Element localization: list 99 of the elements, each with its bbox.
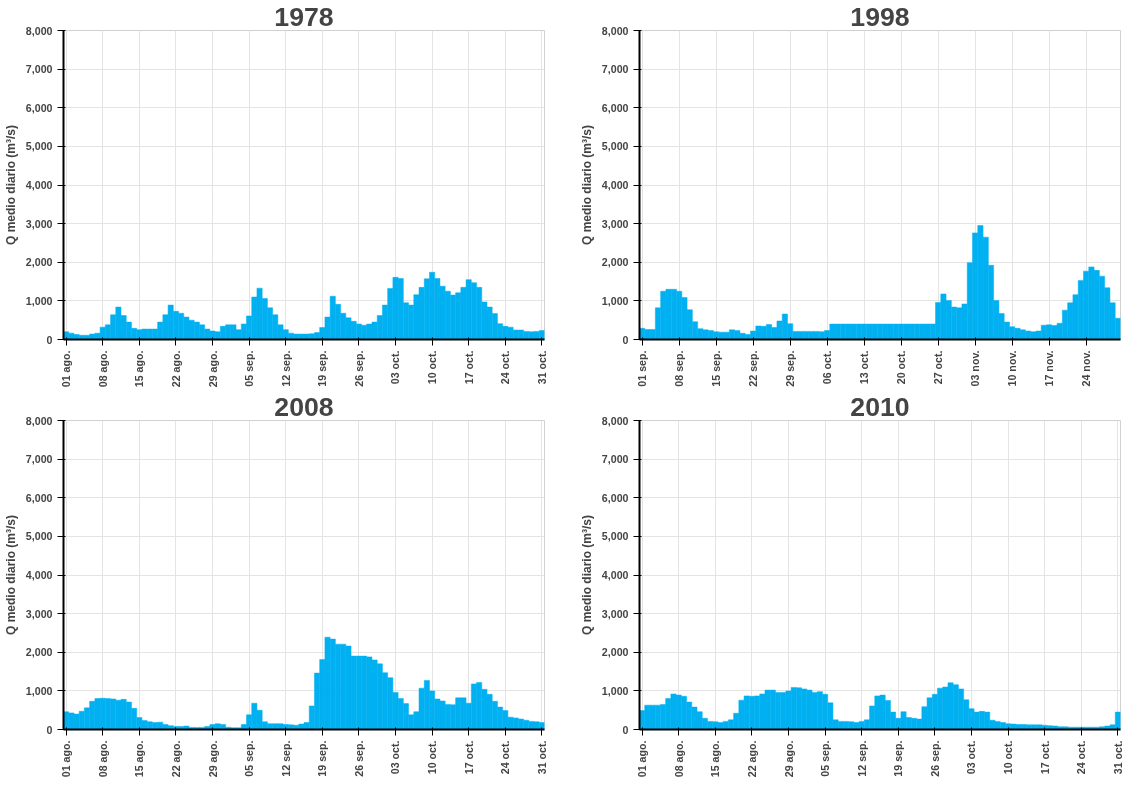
x-tick-label: 29 ago. [782,740,795,778]
y-tick-label: 2,000 [25,646,53,659]
x-tick-label: 03 oct. [389,350,402,385]
x-tick-label: 06 oct. [821,350,834,385]
x-tick-label: 08 sep. [673,350,686,387]
x-tick-label: 31 oct. [1111,740,1124,775]
y-axis-title: Q medio diario (m³/s) [3,514,18,636]
x-tick-label: 22 sep. [747,350,760,387]
x-tick-label: 27 oct. [932,350,945,385]
y-axis-title: Q medio diario (m³/s) [579,124,594,246]
x-tick-label: 13 oct. [858,350,871,385]
x-tick-label: 01 ago. [60,350,73,388]
y-tick-label: 1,000 [601,294,629,307]
y-tick-label: 6,000 [601,491,629,504]
chart-title: 1978 [274,1,334,32]
x-tick-label: 05 sep. [243,740,256,777]
x-tick-label: 31 oct. [535,350,548,385]
x-tick-label: 19 sep. [316,350,329,387]
x-tick-label: 31 oct. [535,740,548,775]
x-tick-label: 17 oct. [462,350,475,385]
y-tick-label: 5,000 [25,530,53,543]
x-tick-label: 08 ago. [672,740,685,778]
x-tick-label: 15 sep. [710,350,723,387]
y-tick-label: 1,000 [25,294,53,307]
y-tick-label: 7,000 [25,453,53,466]
y-axis-title: Q medio diario (m³/s) [3,124,18,246]
x-tick-label: 22 ago. [169,350,182,388]
chart-title: 2010 [850,391,910,422]
chart-title: 2008 [274,391,334,422]
y-tick-label: 2,000 [601,646,629,659]
y-tick-label: 8,000 [25,24,53,37]
y-tick-label: 0 [46,723,53,736]
y-tick-label: 5,000 [25,140,53,153]
y-tick-label: 5,000 [601,530,629,543]
x-tick-label: 03 oct. [965,740,978,775]
y-tick-label: 1,000 [25,684,53,697]
x-tick-label: 20 oct. [895,350,908,385]
y-tick-label: 6,000 [601,101,629,114]
x-tick-label: 24 oct. [499,740,512,775]
y-tick-label: 6,000 [25,491,53,504]
y-tick-label: 2,000 [25,256,53,269]
y-tick-label: 2,000 [601,256,629,269]
x-tick-label: 22 ago. [169,740,182,778]
x-tick-label: 03 oct. [389,740,402,775]
x-tick-label: 17 oct. [462,740,475,775]
y-tick-label: 8,000 [25,414,53,427]
y-tick-label: 7,000 [601,453,629,466]
y-tick-label: 3,000 [25,607,53,620]
x-tick-label: 19 sep. [316,740,329,777]
x-tick-label: 15 ago. [133,350,146,388]
x-tick-label: 03 nov. [969,350,982,387]
x-tick-label: 01 sep. [636,350,649,387]
x-tick-label: 29 sep. [784,350,797,387]
y-tick-label: 4,000 [25,569,53,581]
x-tick-label: 15 ago. [709,740,722,778]
y-tick-label: 3,000 [601,217,629,230]
x-tick-label: 26 sep. [928,740,941,777]
y-tick-label: 4,000 [25,179,53,191]
x-tick-label: 26 sep. [352,740,365,777]
x-tick-label: 17 nov. [1043,350,1056,387]
x-tick-label: 12 sep. [279,740,292,777]
x-tick-label: 10 nov. [1006,350,1019,387]
y-tick-label: 4,000 [601,179,629,191]
x-tick-label: 05 sep. [243,350,256,387]
y-tick-label: 0 [46,333,53,346]
x-tick-label: 10 oct. [426,350,439,385]
chart-title: 1998 [850,1,910,32]
x-tick-label: 24 nov. [1080,350,1093,387]
y-tick-label: 0 [622,723,629,736]
x-tick-label: 15 ago. [133,740,146,778]
x-tick-label: 26 sep. [352,350,365,387]
y-tick-label: 8,000 [601,414,629,427]
x-tick-label: 24 oct. [1075,740,1088,775]
y-tick-label: 0 [622,333,629,346]
x-tick-label: 22 ago. [745,740,758,778]
x-tick-label: 12 sep. [855,740,868,777]
x-tick-label: 01 ago. [60,740,73,778]
x-tick-label: 08 ago. [96,740,109,778]
y-tick-label: 3,000 [601,607,629,620]
x-tick-label: 24 oct. [499,350,512,385]
x-tick-label: 29 ago. [206,740,219,778]
x-tick-label: 08 ago. [96,350,109,388]
x-tick-label: 17 oct. [1038,740,1051,775]
y-tick-label: 3,000 [25,217,53,230]
x-tick-label: 12 sep. [279,350,292,387]
x-tick-label: 10 oct. [1002,740,1015,775]
y-tick-label: 7,000 [25,63,53,76]
y-tick-label: 5,000 [601,140,629,153]
x-tick-label: 05 sep. [819,740,832,777]
y-tick-label: 6,000 [25,101,53,114]
y-axis-title: Q medio diario (m³/s) [579,514,594,636]
x-tick-label: 19 sep. [892,740,905,777]
x-tick-label: 29 ago. [206,350,219,388]
y-tick-label: 4,000 [601,569,629,581]
y-tick-label: 1,000 [601,684,629,697]
x-tick-label: 10 oct. [426,740,439,775]
x-tick-label: 01 ago. [636,740,649,778]
y-tick-label: 8,000 [601,24,629,37]
y-tick-label: 7,000 [601,63,629,76]
